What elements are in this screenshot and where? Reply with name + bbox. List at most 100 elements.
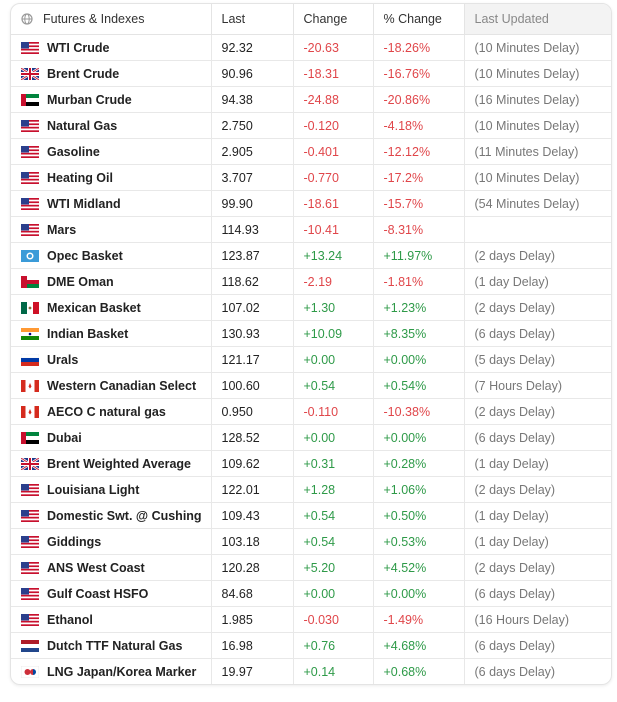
table-row: Opec Basket 123.87 +13.24 +11.97% (2 days De…: [11, 242, 611, 269]
percent-change-cell: -4.18%: [373, 112, 465, 139]
flag-icon: [21, 535, 39, 548]
change-cell: -0.030: [293, 606, 374, 633]
header-row: Futures & Indexes Last Change % Change L…: [11, 4, 611, 35]
name-text: ANS West Coast: [47, 560, 145, 575]
name-text: WTI Crude: [47, 40, 110, 55]
table-row: Natural Gas 2.750 -0.120 -4.18% (10 Minutes …: [11, 112, 611, 139]
table-row: Ethanol 1.985 -0.030 -1.49% (16 Hours Delay): [11, 606, 611, 633]
updated-cell: (2 days Delay): [464, 398, 611, 425]
flag-icon: [21, 145, 39, 158]
percent-change-cell: -1.81%: [373, 268, 465, 295]
percent-change-cell: +8.35%: [373, 320, 465, 347]
change-cell: +1.30: [293, 294, 374, 321]
last-cell: 19.97: [211, 658, 294, 684]
last-cell: 120.28: [211, 554, 294, 581]
last-cell: 84.68: [211, 580, 294, 607]
table-card: Futures & Indexes Last Change % Change L…: [10, 3, 612, 685]
last-cell: 94.38: [211, 86, 294, 113]
table-row: ANS West Coast 120.28 +5.20 +4.52% (2 days D…: [11, 554, 611, 581]
updated-cell: (6 days Delay): [464, 320, 611, 347]
updated-cell: (1 day Delay): [464, 268, 611, 295]
name-text: Gasoline: [47, 144, 100, 159]
last-cell: 2.905: [211, 138, 294, 165]
name-text: Brent Crude: [47, 66, 120, 81]
percent-change-cell: -12.12%: [373, 138, 465, 165]
header-cell: Last Updated: [464, 4, 611, 35]
flag-icon: [21, 93, 39, 106]
name-text: Dutch TTF Natural Gas: [47, 638, 183, 653]
change-cell: +0.54: [293, 528, 374, 555]
name-text: Mars: [47, 222, 77, 237]
name-text: Urals: [47, 352, 79, 367]
last-cell: 16.98: [211, 632, 294, 659]
name-cell: Opec Basket: [11, 242, 212, 269]
updated-cell: (1 day Delay): [464, 450, 611, 477]
last-cell: 103.18: [211, 528, 294, 555]
name-text: Heating Oil: [47, 170, 113, 185]
table-row: Western Canadian Select 100.60 +0.54 +0.54%…: [11, 372, 611, 399]
name-cell: Indian Basket: [11, 320, 212, 347]
updated-cell: (10 Minutes Delay): [464, 34, 611, 61]
table-row: Indian Basket 130.93 +10.09 +8.35% (6 days D…: [11, 320, 611, 347]
flag-icon: [21, 327, 39, 340]
last-cell: 99.90: [211, 190, 294, 217]
updated-cell: (10 Minutes Delay): [464, 112, 611, 139]
globe-icon: [21, 13, 33, 25]
table-row: Mars 114.93 -10.41 -8.31%: [11, 216, 611, 243]
name-text: Natural Gas: [47, 118, 118, 133]
flag-icon: [21, 119, 39, 132]
table-row: Louisiana Light 122.01 +1.28 +1.06% (2 days …: [11, 476, 611, 503]
percent-change-cell: +0.00%: [373, 346, 465, 373]
name-cell: Mexican Basket: [11, 294, 212, 321]
table-body: WTI Crude 92.32 -20.63 -18.26% (10 Minutes D…: [11, 34, 611, 684]
last-cell: 107.02: [211, 294, 294, 321]
flag-icon: [21, 197, 39, 210]
flag-icon: [21, 171, 39, 184]
name-text: Louisiana Light: [47, 482, 140, 497]
percent-change-cell: +11.97%: [373, 242, 465, 269]
updated-cell: (1 day Delay): [464, 528, 611, 555]
name-text: Ethanol: [47, 612, 93, 627]
change-cell: -0.770: [293, 164, 374, 191]
name-text: Indian Basket: [47, 326, 129, 341]
name-cell: Western Canadian Select: [11, 372, 212, 399]
name-text: Gulf Coast HSFO: [47, 586, 149, 601]
flag-icon: [21, 405, 39, 418]
table-row: Dutch TTF Natural Gas 16.98 +0.76 +4.68% (6 …: [11, 632, 611, 659]
last-cell: 122.01: [211, 476, 294, 503]
last-cell: 121.17: [211, 346, 294, 373]
name-cell: DME Oman: [11, 268, 212, 295]
name-text: AECO C natural gas: [47, 404, 166, 419]
table-row: WTI Crude 92.32 -20.63 -18.26% (10 Minutes D…: [11, 34, 611, 61]
percent-change-cell: -20.86%: [373, 86, 465, 113]
name-cell: Mars: [11, 216, 212, 243]
change-cell: +0.00: [293, 424, 374, 451]
name-cell: LNG Japan/Korea Marker: [11, 658, 212, 684]
name-cell: Brent Weighted Average: [11, 450, 212, 477]
header-cell: Futures & Indexes: [11, 4, 212, 35]
flag-icon: [21, 275, 39, 288]
table-row: Brent Weighted Average 109.62 +0.31 +0.28%(…: [11, 450, 611, 477]
table-row: Gasoline 2.905 -0.401 -12.12% (11 Minutes De…: [11, 138, 611, 165]
futures-table: Futures & Indexes Last Change % Change L…: [11, 4, 611, 684]
last-cell: 128.52: [211, 424, 294, 451]
name-text: Brent Weighted Average: [47, 456, 192, 471]
table-row: Gulf Coast HSFO 84.68 +0.00 +0.00% (6 days D…: [11, 580, 611, 607]
percent-change-cell: +0.50%: [373, 502, 465, 529]
last-cell: 92.32: [211, 34, 294, 61]
table-row: LNG Japan/Korea Marker 19.97 +0.14 +0.68% (6…: [11, 658, 611, 684]
last-cell: 130.93: [211, 320, 294, 347]
table-row: Mexican Basket 107.02 +1.30 +1.23% (2 days D…: [11, 294, 611, 321]
table-row: Domestic Swt. @ Cushing 109.43 +0.54 +0.50%…: [11, 502, 611, 529]
updated-cell: (6 days Delay): [464, 580, 611, 607]
last-cell: 2.750: [211, 112, 294, 139]
change-cell: -0.401: [293, 138, 374, 165]
updated-cell: (7 Hours Delay): [464, 372, 611, 399]
change-cell: +0.00: [293, 346, 374, 373]
percent-change-cell: -16.76%: [373, 60, 465, 87]
updated-cell: (2 days Delay): [464, 294, 611, 321]
table-row: Giddings 103.18 +0.54 +0.53% (1 day Delay): [11, 528, 611, 555]
name-cell: Ethanol: [11, 606, 212, 633]
last-cell: 1.985: [211, 606, 294, 633]
name-cell: Louisiana Light: [11, 476, 212, 503]
